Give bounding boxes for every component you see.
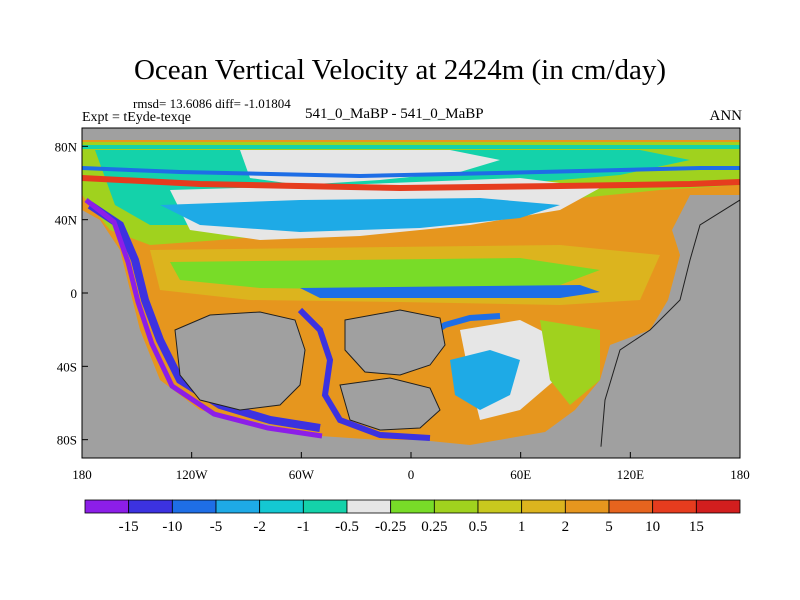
colorbar-swatch [302,499,348,514]
colorbar-label: 2 [562,519,570,535]
colorbar-label: 0.25 [421,519,447,535]
colorbar: -15 -10 -5 -2 -1 -0.5 -0.25 0.25 0.5 1 2 5 10 15 [84,499,741,535]
colorbar-label: 10 [645,519,660,535]
colorbar-swatch [84,499,130,514]
colorbar-label: 5 [605,519,613,535]
experiment-label: Expt = tEyde-texqe [82,110,191,125]
colorbar-swatch [564,499,610,514]
margin-band-central [297,307,431,441]
colorbar-swatch [171,499,217,514]
y-tick-label: 0 [71,286,78,301]
colorbar-label: -2 [253,519,266,535]
x-tick-label: 60W [289,467,315,482]
ocean-south-basin-cyan [450,350,520,410]
x-tick-label: 180 [72,467,92,482]
colorbar-swatch [390,499,435,514]
x-tick-label: 120E [617,467,645,482]
colorbar-label: -10 [162,519,182,535]
y-tick-label: 80N [55,139,78,154]
y-axis: 80N 40N 0 40S 80S [55,139,88,448]
season-label: ANN [709,108,743,124]
land-central-south [339,377,441,431]
difference-label: 541_0_MaBP - 541_0_MaBP [305,106,484,122]
land-west-continent [174,311,306,411]
map-field [82,128,740,458]
y-tick-label: 40N [55,213,78,228]
colorbar-label: -1 [297,519,310,535]
land-east-continent [599,199,740,458]
colorbar-label: -0.5 [335,519,359,535]
stats-label: rmsd= 13.6086 diff= -1.01804 [133,96,291,111]
colorbar-label: 15 [689,519,704,535]
colorbar-swatch [695,499,741,514]
ocean-cyan-band [160,198,560,232]
margin-band-north-blue [82,166,740,179]
ocean-equatorial-green [170,258,600,290]
y-tick-label: 80S [57,433,77,448]
colorbar-swatch [652,499,697,514]
margin-band-west-outer [84,198,323,439]
colorbar-swatch [433,499,479,514]
colorbar-label: 0.5 [469,519,488,535]
y-tick-label: 40S [57,359,77,374]
x-tick-label: 180 [730,467,750,482]
ocean-equatorial-blue-line [300,285,600,298]
land-central-continent [344,309,446,376]
margin-band-west [87,201,321,432]
colorbar-swatch [259,499,304,514]
colorbar-label: 1 [518,519,526,535]
land-south-pole [82,430,740,458]
colorbar-swatch [215,499,261,514]
colorbar-label: -0.25 [375,519,406,535]
ocean-south-green [540,320,600,405]
x-axis: 180 120W 60W 0 60E 120E 180 [72,452,750,482]
colorbar-label: -15 [119,519,139,535]
chart-title: Ocean Vertical Velocity at 2424m (in cm/… [133,54,667,86]
colorbar-label: -5 [210,519,223,535]
colorbar-swatch [521,499,566,514]
margin-band-north [82,175,740,192]
colorbar-swatch [346,499,392,514]
colorbar-swatch [608,499,654,514]
colorbar-swatch [477,499,523,514]
x-tick-label: 60E [510,467,531,482]
x-tick-label: 0 [408,467,415,482]
x-tick-label: 120W [176,467,209,482]
colorbar-swatch [128,499,173,514]
